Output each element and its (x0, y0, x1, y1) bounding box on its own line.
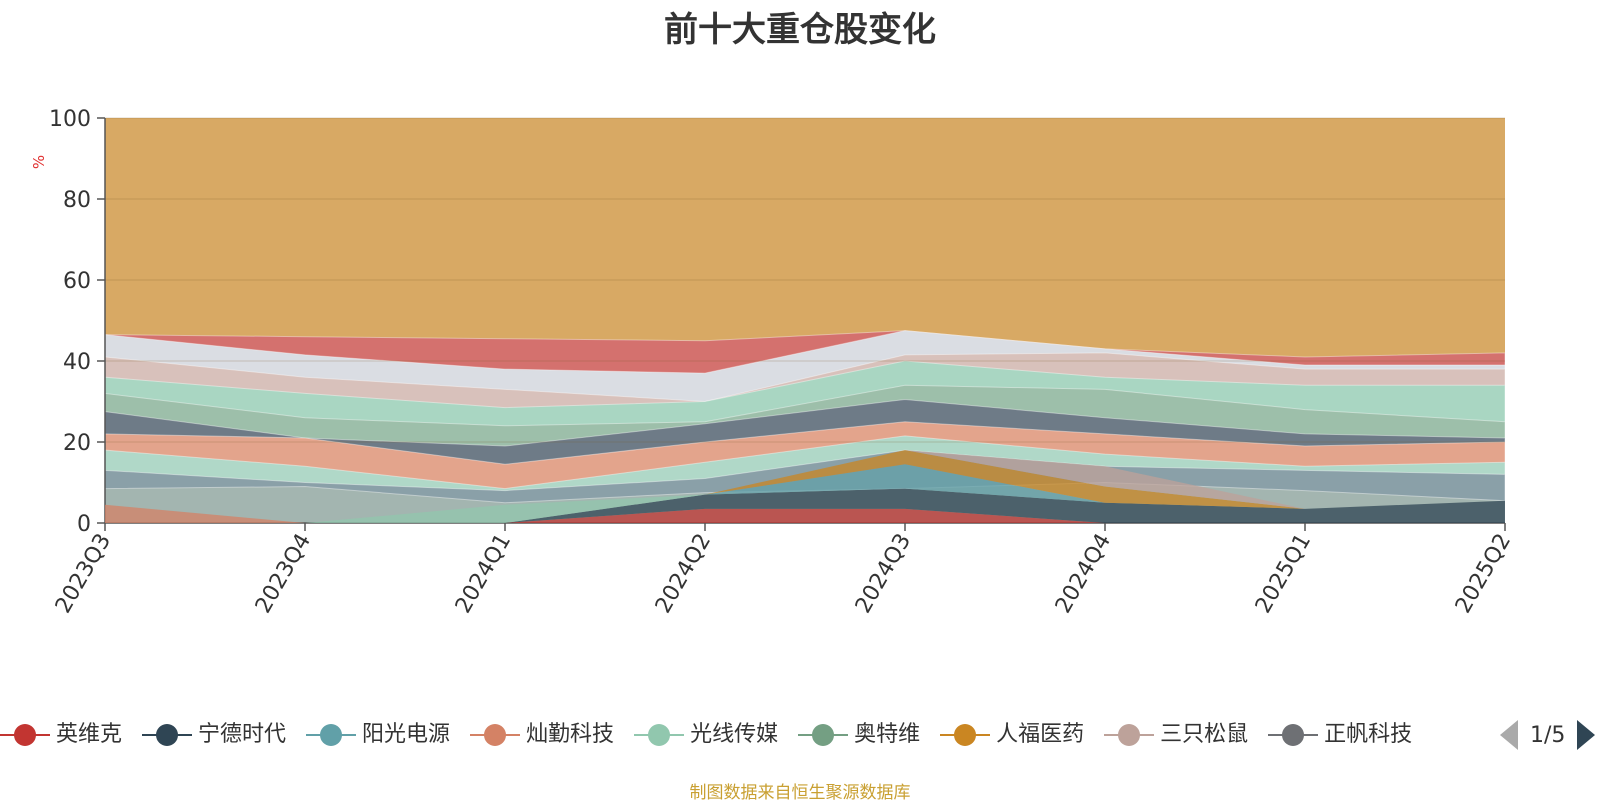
legend-label: 正帆科技 (1324, 721, 1413, 747)
legend-item[interactable]: 人福医药 (940, 716, 1084, 752)
y-tick-label: 60 (63, 269, 91, 294)
legend-item[interactable]: 光线传媒 (634, 716, 778, 752)
legend-label: 奥特维 (854, 721, 921, 747)
series-area-1 (105, 488, 1505, 523)
x-tick-label: 2024Q3 (851, 530, 916, 618)
chart-title: 前十大重仓股变化 (664, 10, 936, 50)
legend-item[interactable]: 英维克 (0, 716, 122, 752)
legend-item[interactable]: 奥特维 (798, 716, 920, 752)
prev-page-icon[interactable] (1500, 720, 1518, 750)
x-tick-label: 2023Q4 (251, 530, 316, 618)
x-tick-label: 2024Q4 (1051, 530, 1116, 618)
legend-marker-icon (798, 723, 849, 746)
series-area-0 (105, 508, 1505, 523)
series-areas (105, 450, 1505, 523)
y-tick-label: 80 (63, 188, 91, 213)
legend-marker-icon (470, 723, 521, 746)
legend-item[interactable]: 三只松鼠 (1104, 716, 1248, 752)
legend-marker-icon (142, 723, 193, 746)
legend-label: 光线传媒 (690, 721, 779, 747)
x-tick-label: 2024Q1 (451, 530, 516, 618)
legend-marker-icon (1104, 723, 1155, 746)
x-axis-ticks: 2023Q3 2023Q4 2024Q1 2024Q2 2024Q3 2024Q4 2025… (51, 523, 1516, 618)
source-note: 制图数据来自恒生聚源数据库 (689, 783, 911, 803)
area-bands (104, 118, 1506, 524)
x-tick-label: 2025Q2 (1451, 530, 1516, 618)
y-tick-label: 0 (77, 512, 91, 537)
legend-label: 三只松鼠 (1160, 721, 1249, 747)
legend-label: 宁德时代 (198, 721, 287, 747)
next-page-icon[interactable] (1577, 720, 1596, 750)
legend-marker-icon (940, 723, 991, 746)
legend-label: 灿勤科技 (526, 721, 615, 747)
y-axis-label: % (30, 155, 48, 169)
legend-item[interactable]: 宁德时代 (142, 716, 286, 752)
x-tick-label: 2023Q3 (51, 530, 116, 618)
legend-marker-icon (1268, 723, 1319, 746)
legend-label: 人福医药 (996, 721, 1085, 747)
y-tick-label: 100 (49, 107, 91, 132)
legend-item[interactable]: 阳光电源 (306, 716, 450, 752)
legend-marker-icon (306, 723, 357, 746)
x-tick-label: 2024Q2 (651, 530, 716, 618)
legend-label: 英维克 (56, 721, 123, 747)
legend-marker-icon (0, 723, 50, 746)
y-axis-ticks: 0 20 40 60 80 100 (49, 107, 105, 537)
y-tick-label: 20 (63, 431, 91, 456)
legend: 英维克 宁德时代 阳光电源 灿勤科技 光线传媒 奥特维 人福医药 三只松鼠 正帆… (0, 716, 1486, 752)
legend-item[interactable]: 灿勤科技 (470, 716, 614, 752)
legend-marker-icon (634, 723, 685, 746)
legend-pager: 1/5 (1500, 718, 1596, 752)
legend-label: 阳光电源 (362, 721, 451, 747)
legend-item[interactable]: 正帆科技 (1268, 716, 1412, 752)
y-tick-label: 40 (63, 350, 91, 375)
page-indicator: 1/5 (1530, 722, 1566, 748)
x-tick-label: 2025Q1 (1251, 530, 1316, 618)
